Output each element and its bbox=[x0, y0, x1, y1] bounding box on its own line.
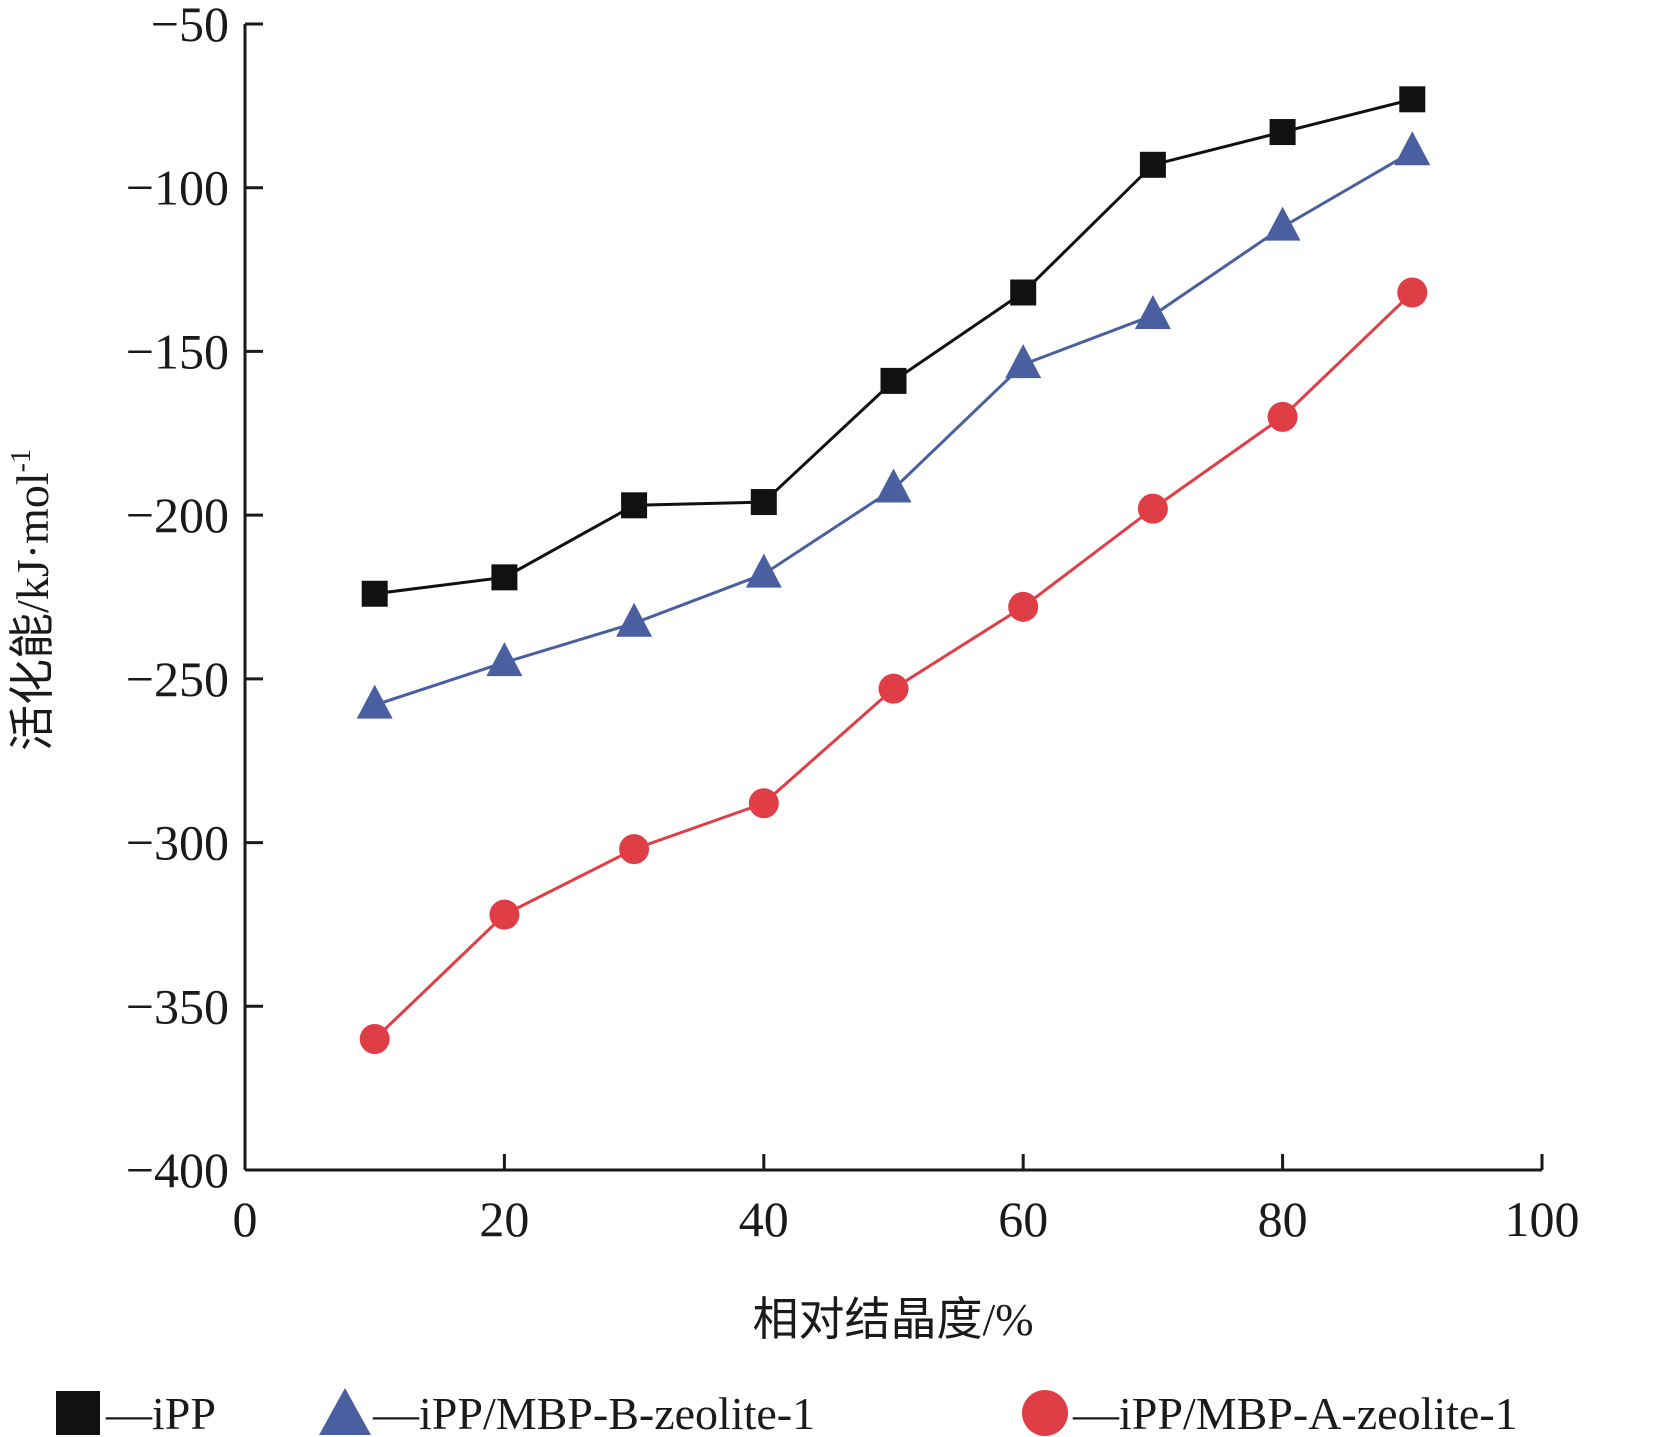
data-point-series-3 bbox=[619, 834, 650, 865]
y-tick-label: −150 bbox=[126, 323, 229, 379]
data-point-series-1 bbox=[361, 580, 388, 607]
legend-marker bbox=[319, 1388, 371, 1435]
y-axis-title-group: 活化能/kJ·mol-1 bbox=[6, 449, 58, 751]
series-markers bbox=[356, 86, 1431, 1055]
data-point-series-2 bbox=[486, 642, 523, 677]
y-tick-label: −400 bbox=[126, 1142, 229, 1198]
data-point-series-3 bbox=[1267, 401, 1298, 432]
legend-label: —iPP/MBP-A-zeolite-1 bbox=[1072, 1388, 1518, 1437]
data-point-series-1 bbox=[1010, 279, 1037, 306]
legend-item-3: —iPP/MBP-A-zeolite-1 bbox=[1022, 1388, 1518, 1437]
legend-marker bbox=[56, 1391, 100, 1435]
x-tick-label: 60 bbox=[998, 1191, 1048, 1247]
data-point-series-1 bbox=[1139, 151, 1166, 178]
data-point-series-1 bbox=[621, 492, 648, 519]
y-axis-title: 活化能/kJ·mol-1 bbox=[6, 449, 58, 751]
y-tick-label: −300 bbox=[126, 815, 229, 871]
data-point-series-2 bbox=[1134, 295, 1171, 330]
x-tick-label: 80 bbox=[1258, 1191, 1308, 1247]
y-tick-label: −250 bbox=[126, 651, 229, 707]
series-lines bbox=[373, 97, 1414, 1041]
legend-item-1: —iPP bbox=[56, 1388, 216, 1437]
series-line-2 bbox=[374, 150, 1414, 707]
y-tick-label: −350 bbox=[126, 978, 229, 1034]
legend-marker bbox=[1022, 1390, 1068, 1436]
data-point-series-2 bbox=[875, 468, 912, 503]
data-point-series-3 bbox=[359, 1024, 390, 1055]
legend-item-2: —iPP/MBP-B-zeolite-1 bbox=[319, 1388, 815, 1437]
data-point-series-3 bbox=[1008, 591, 1039, 622]
data-point-series-2 bbox=[1264, 206, 1301, 241]
x-tick-label: 20 bbox=[479, 1191, 529, 1247]
y-axis-title-main: 活化能/kJ·mol bbox=[7, 472, 58, 751]
x-tick-label: 0 bbox=[233, 1191, 258, 1247]
legend-label: —iPP/MBP-B-zeolite-1 bbox=[372, 1388, 815, 1437]
data-point-series-3 bbox=[748, 788, 779, 819]
legend: —iPP —iPP/MBP-B-zeolite-1 —iPP/MBP-A-zeoli… bbox=[56, 1388, 1518, 1437]
series-line-1 bbox=[374, 97, 1413, 596]
x-tick-label: 100 bbox=[1505, 1191, 1580, 1247]
data-point-series-1 bbox=[880, 367, 907, 394]
y-axis-title-superscript: -1 bbox=[6, 449, 37, 472]
data-point-series-3 bbox=[1137, 493, 1168, 524]
data-point-series-2 bbox=[616, 602, 653, 637]
data-point-series-1 bbox=[491, 564, 518, 591]
data-point-series-3 bbox=[489, 899, 520, 930]
data-point-series-2 bbox=[1394, 131, 1431, 166]
data-point-series-1 bbox=[1269, 119, 1296, 146]
x-ticks: 0 20 40 60 80 100 bbox=[233, 1154, 1580, 1247]
data-point-series-1 bbox=[750, 489, 777, 516]
y-tick-label: −50 bbox=[151, 0, 229, 52]
legend-label: —iPP bbox=[105, 1388, 216, 1437]
data-point-series-2 bbox=[745, 553, 782, 588]
y-tick-label: −100 bbox=[126, 160, 229, 216]
series-line-3 bbox=[373, 291, 1414, 1041]
x-tick-label: 40 bbox=[739, 1191, 789, 1247]
data-point-series-2 bbox=[356, 684, 393, 719]
data-point-series-3 bbox=[878, 673, 909, 704]
axes bbox=[243, 24, 1542, 1172]
y-tick-label: −200 bbox=[126, 487, 229, 543]
data-point-series-3 bbox=[1397, 277, 1428, 308]
x-axis-title: 相对结晶度/% bbox=[752, 1294, 1033, 1345]
data-point-series-2 bbox=[1005, 344, 1042, 379]
data-point-series-1 bbox=[1399, 86, 1426, 113]
y-ticks: −50 −100 −150 −200 −250 −300 −350 −400 bbox=[126, 0, 263, 1198]
